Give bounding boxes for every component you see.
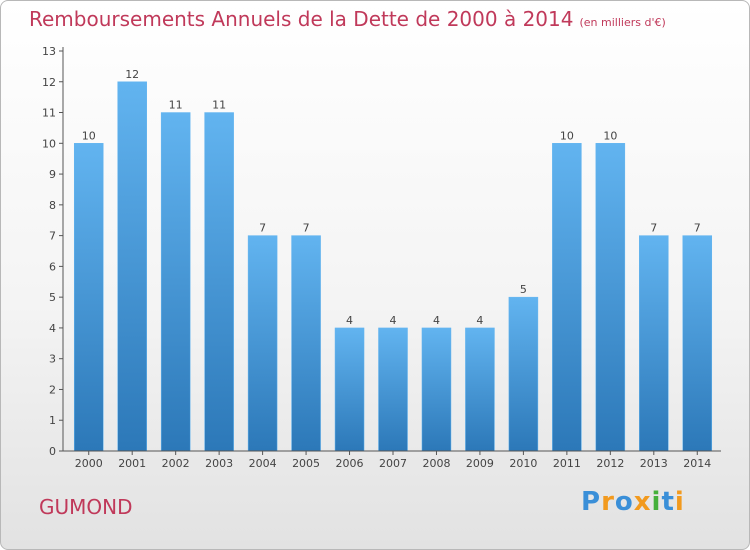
x-tick-label-2006: 2006: [336, 457, 364, 470]
y-tick-label: 1: [49, 414, 56, 427]
chart-subtitle: (en milliers d'€): [579, 16, 666, 29]
x-tick-label-2009: 2009: [466, 457, 494, 470]
y-tick-label: 13: [42, 45, 56, 58]
x-tick-label-2000: 2000: [75, 457, 103, 470]
y-tick-label: 5: [49, 291, 56, 304]
y-tick-label: 10: [42, 137, 56, 150]
bar-2004: [247, 235, 278, 452]
logo-letter: o: [614, 487, 634, 517]
x-tick-label-2013: 2013: [640, 457, 668, 470]
bar-2003: [204, 112, 234, 452]
x-tick-label-2011: 2011: [553, 457, 581, 470]
bar-2005: [291, 235, 321, 452]
bar-2012: [595, 143, 626, 452]
x-tick-label-2012: 2012: [596, 457, 624, 470]
logo-letter: x: [633, 487, 652, 517]
bar-2007: [378, 327, 408, 452]
data-label-2002: 11: [169, 99, 183, 112]
data-label-2007: 4: [390, 314, 397, 327]
bar-2014: [682, 235, 713, 452]
chart-title: Remboursements Annuels de la Dette de 20…: [29, 7, 666, 31]
bar-2001: [117, 81, 147, 452]
x-tick-label-2002: 2002: [162, 457, 190, 470]
bar-2009: [465, 327, 495, 452]
x-tick-label-2004: 2004: [249, 457, 277, 470]
y-tick-label: 8: [49, 199, 56, 212]
logo-letter: t: [661, 487, 675, 517]
x-tick-label-2010: 2010: [509, 457, 537, 470]
bar-2006: [334, 327, 365, 452]
data-label-2001: 12: [125, 68, 139, 81]
x-tick-label-2003: 2003: [205, 457, 233, 470]
x-tick-label-2005: 2005: [292, 457, 320, 470]
x-tick-label-2014: 2014: [683, 457, 711, 470]
y-tick-label: 11: [42, 107, 56, 120]
x-tick-label-2008: 2008: [422, 457, 450, 470]
bars: 10 12 11 11 7 7 4 4 4 4 5 10 10 7 7: [73, 68, 713, 452]
data-label-2013: 7: [650, 222, 657, 235]
bar-2010: [508, 296, 539, 452]
data-label-2005: 7: [303, 222, 310, 235]
y-tick-label: 3: [49, 353, 56, 366]
y-tick-label: 6: [49, 260, 56, 273]
bar-2008: [421, 327, 452, 452]
y-tick-label: 9: [49, 168, 56, 181]
y-tick-label: 7: [49, 230, 56, 243]
logo-letter: P: [581, 487, 602, 517]
bar-2000: [73, 143, 104, 452]
place-name: GUMOND: [39, 495, 133, 519]
y-tick-label: 12: [42, 76, 56, 89]
data-label-2004: 7: [259, 222, 266, 235]
data-label-2010: 5: [520, 283, 527, 296]
logo-letter: i: [674, 487, 685, 517]
data-label-2008: 4: [433, 314, 440, 327]
data-label-2009: 4: [476, 314, 483, 327]
chart-title-text: Remboursements Annuels de la Dette de 20…: [29, 7, 574, 31]
y-tick-label: 4: [49, 322, 56, 335]
data-label-2006: 4: [346, 314, 353, 327]
data-label-2012: 10: [603, 129, 617, 142]
y-tick-label: 0: [49, 445, 56, 458]
bar-2013: [639, 235, 669, 452]
data-label-2011: 10: [560, 129, 574, 142]
logo-letter: r: [601, 487, 615, 517]
proxiti-logo: Proxiti: [581, 487, 685, 517]
data-label-2003: 11: [212, 99, 226, 112]
data-label-2000: 10: [82, 129, 96, 142]
x-axis: 2000 2001 2002 2003 2004 2005 2006 2007 2008 2009…: [63, 450, 721, 470]
data-label-2014: 7: [694, 222, 701, 235]
logo-letter: i: [651, 487, 662, 517]
x-tick-label-2001: 2001: [118, 457, 146, 470]
x-tick-label-2007: 2007: [379, 457, 407, 470]
bar-2002: [160, 112, 191, 452]
y-tick-label: 2: [49, 383, 56, 396]
bar-2011: [552, 143, 582, 452]
